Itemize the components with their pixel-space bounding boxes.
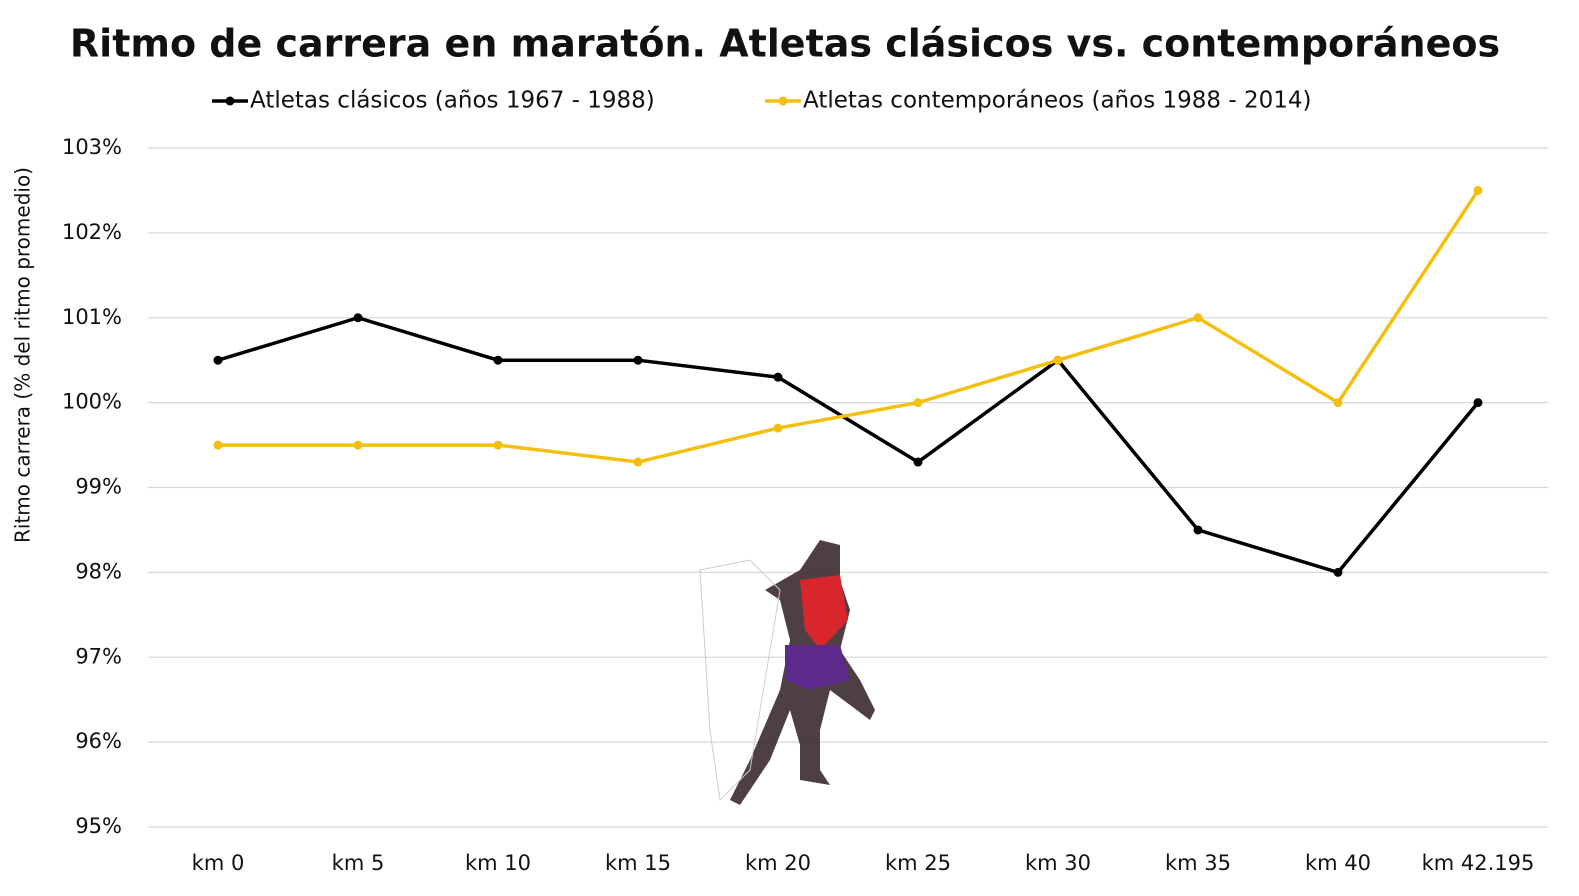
data-point (913, 457, 923, 467)
x-tick-label: km 40 (1305, 851, 1371, 875)
legend-label: Atletas contemporáneos (años 1988 - 2014… (803, 88, 1311, 114)
legend-marker (225, 96, 235, 106)
chart-title: Ritmo de carrera en maratón. Atletas clá… (70, 22, 1500, 66)
legend-label: Atletas clásicos (años 1967 - 1988) (250, 88, 655, 114)
data-point (493, 355, 503, 365)
data-point (213, 440, 223, 450)
data-point (493, 440, 503, 450)
x-tick-label: km 15 (605, 851, 671, 875)
data-point (1193, 525, 1203, 535)
y-tick-label: 103% (62, 135, 122, 159)
data-point (633, 355, 643, 365)
y-tick-label: 97% (75, 644, 122, 668)
data-point (773, 372, 783, 382)
y-axis-label: Ritmo carrera (% del ritmo promedio) (11, 167, 35, 543)
data-point (1333, 398, 1343, 408)
data-point (913, 398, 923, 408)
y-tick-label: 100% (62, 390, 122, 414)
y-tick-label: 95% (75, 814, 122, 838)
data-point (1473, 185, 1483, 195)
data-point (633, 457, 643, 467)
data-point (353, 313, 363, 323)
x-tick-label: km 30 (1025, 851, 1091, 875)
x-tick-label: km 20 (745, 851, 811, 875)
data-point (1193, 313, 1203, 323)
y-tick-label: 98% (75, 559, 122, 583)
x-tick-label: km 35 (1165, 851, 1231, 875)
y-tick-label: 102% (62, 220, 122, 244)
legend-marker (778, 96, 788, 106)
data-point (773, 423, 783, 433)
data-point (1473, 398, 1483, 408)
y-tick-label: 99% (75, 475, 122, 499)
grid (148, 147, 1548, 828)
data-point (1053, 355, 1063, 365)
series-line (218, 189, 1480, 464)
x-tick-label: km 42.195 (1422, 851, 1535, 875)
x-tick-label: km 0 (192, 851, 245, 875)
y-tick-label: 101% (62, 305, 122, 329)
x-tick-label: km 25 (885, 851, 951, 875)
x-tick-label: km 5 (332, 851, 385, 875)
data-point (353, 440, 363, 450)
series-line (217, 316, 1480, 575)
runner-illustration (699, 540, 875, 805)
x-tick-label: km 10 (465, 851, 531, 875)
data-point (1333, 567, 1343, 577)
data-point (213, 355, 223, 365)
y-tick-label: 96% (75, 729, 122, 753)
